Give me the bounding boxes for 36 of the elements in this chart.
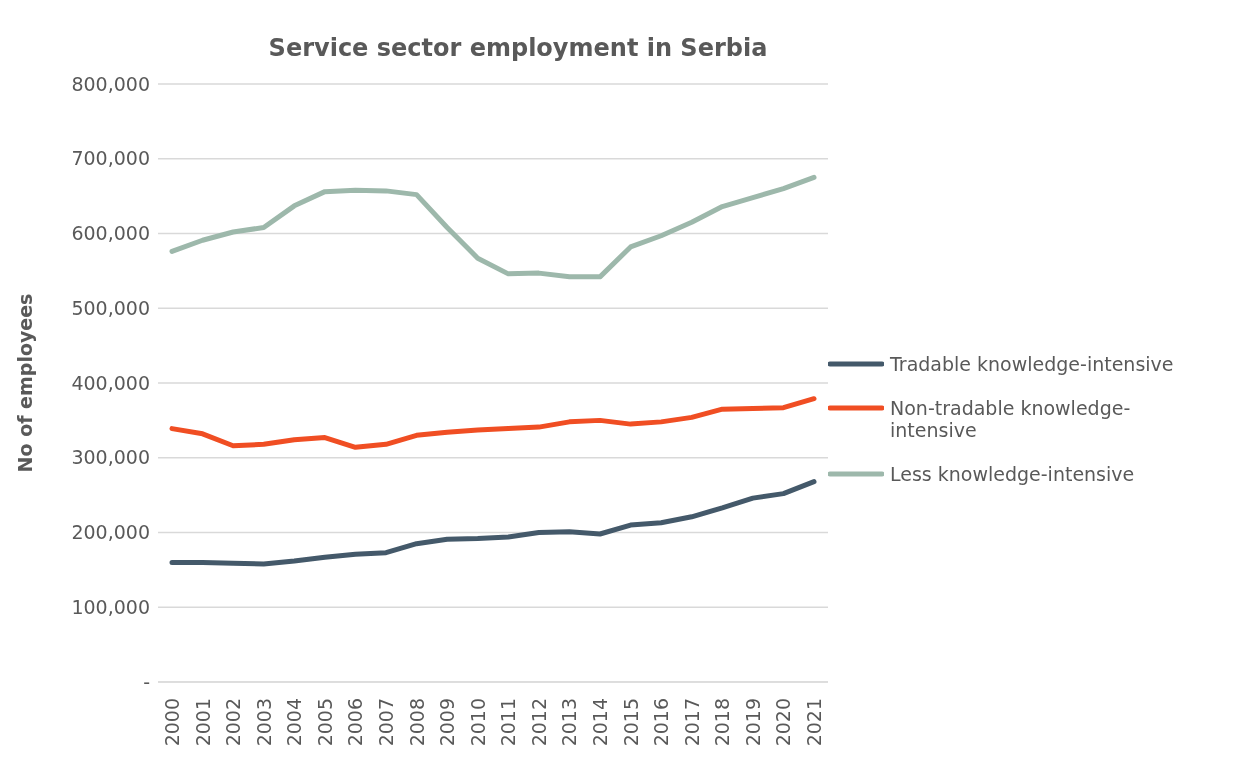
y-tick-label: 400,000	[71, 371, 150, 394]
x-tick-label: 2012	[527, 698, 550, 747]
x-tick-label: 2013	[558, 698, 581, 747]
x-tick-label: 2019	[741, 698, 764, 747]
x-tick-label: 2020	[772, 698, 795, 747]
x-tick-label: 2000	[161, 698, 183, 747]
x-tick-label: 2011	[497, 698, 520, 747]
legend-label: Less knowledge-intensive	[890, 463, 1136, 485]
x-tick-label: 2014	[589, 698, 611, 747]
x-tick-label: 2018	[711, 698, 734, 747]
legend-label: Tradable knowledge-intensive	[890, 353, 1175, 375]
legend-label: Non-tradable knowledge-intensive	[890, 397, 1132, 441]
chart-title: Service sector employment in Serbia	[267, 33, 769, 64]
y-tick-label: 300,000	[71, 446, 150, 469]
x-tick-label: 2005	[313, 698, 336, 747]
y-tick-label: 700,000	[71, 147, 150, 170]
y-tick-label: -	[143, 670, 150, 693]
x-tick-label: 2009	[436, 698, 459, 747]
x-tick-label: 2003	[252, 698, 275, 747]
x-tick-label: 2006	[344, 698, 367, 747]
y-tick-label: 800,000	[71, 72, 150, 95]
x-tick-label: 2007	[375, 698, 397, 747]
x-tick-label: 2004	[283, 698, 306, 747]
x-tick-label: 2008	[405, 698, 428, 747]
x-tick-label: 2015	[619, 698, 642, 747]
y-axis-title: No of employees	[13, 293, 36, 473]
x-tick-label: 2002	[222, 698, 245, 747]
y-tick-label: 500,000	[71, 296, 150, 319]
x-tick-label: 2016	[650, 698, 673, 747]
x-tick-label: 2021	[803, 698, 825, 747]
y-tick-label: 200,000	[71, 521, 150, 544]
y-tick-label: 100,000	[71, 595, 150, 618]
x-tick-label: 2017	[680, 698, 703, 747]
x-tick-label: 2010	[466, 698, 489, 747]
x-tick-label: 2001	[191, 698, 214, 747]
y-tick-label: 600,000	[71, 222, 150, 245]
